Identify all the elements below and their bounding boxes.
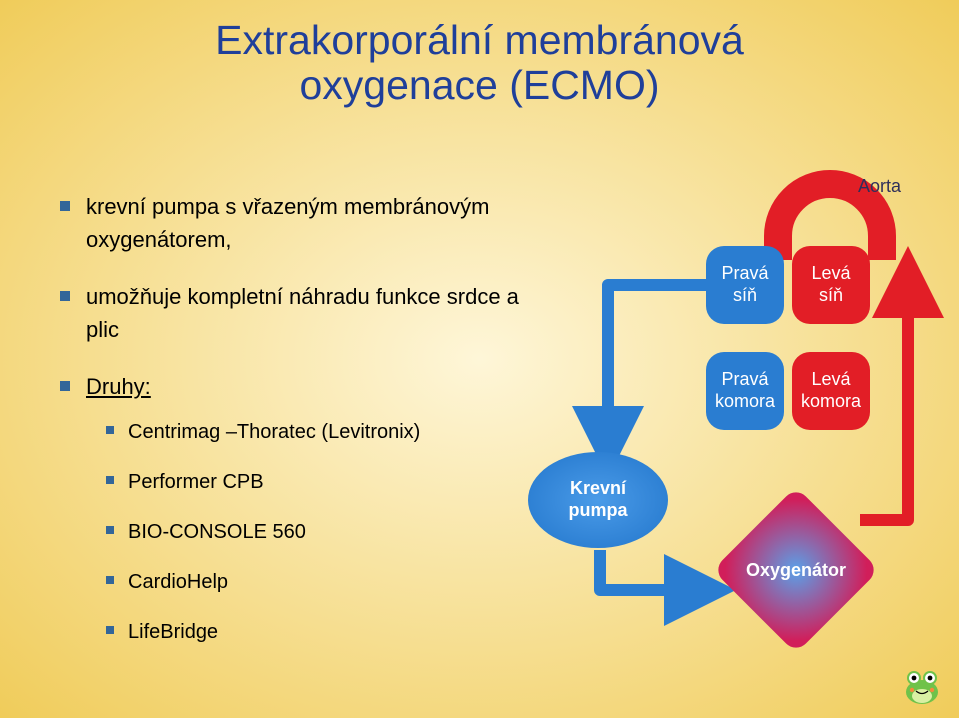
bullet-marker	[60, 291, 70, 301]
bullet-text: krevní pumpa s vřazeným membránovým oxyg…	[86, 190, 540, 256]
blood-pump: Krevní pumpa	[528, 452, 668, 548]
bullet-text: umožňuje kompletní náhradu funkce srdce …	[86, 280, 540, 346]
sub-bullet-5: LifeBridge	[106, 617, 540, 647]
bullet-text: CardioHelp	[128, 567, 228, 597]
label: komora	[715, 391, 775, 411]
ecmo-diagram: Aorta Pravá síň Levá síň Pravá komora Le…	[520, 170, 940, 690]
frog-icon	[899, 666, 945, 706]
bullet-marker	[60, 201, 70, 211]
bullet-marker	[106, 476, 114, 484]
sub-bullet-list: Centrimag –Thoratec (Levitronix) Perform…	[106, 417, 540, 647]
bullet-marker	[106, 626, 114, 634]
title-line-2: oxygenace (ECMO)	[299, 62, 659, 108]
box-leva-komora: Levá komora	[792, 352, 870, 430]
bullet-marker	[106, 526, 114, 534]
sub-bullet-2: Performer CPB	[106, 467, 540, 497]
box-prava-sin: Pravá síň	[706, 246, 784, 324]
slide: Extrakorporální membránová oxygenace (EC…	[0, 0, 959, 718]
label: pumpa	[568, 500, 627, 520]
label: Levá	[811, 369, 850, 389]
arrow-blue-to-oxy	[600, 550, 712, 590]
label: Krevní	[570, 478, 626, 498]
bullet-text: BIO-CONSOLE 560	[128, 517, 306, 547]
oxygenator: Oxygenátor	[737, 511, 855, 629]
bullet-marker	[60, 381, 70, 391]
slide-title: Extrakorporální membránová oxygenace (EC…	[0, 18, 959, 108]
bullet-marker	[106, 426, 114, 434]
sub-bullet-4: CardioHelp	[106, 567, 540, 597]
label: Levá	[811, 263, 850, 283]
sub-bullet-1: Centrimag –Thoratec (Levitronix)	[106, 417, 540, 447]
bullet-3: Druhy:	[60, 370, 540, 403]
title-line-1: Extrakorporální membránová	[215, 17, 744, 63]
label: síň	[733, 285, 757, 305]
bullet-2: umožňuje kompletní náhradu funkce srdce …	[60, 280, 540, 346]
label: Pravá	[721, 369, 768, 389]
arrow-blue-to-pump	[608, 285, 706, 454]
box-leva-sin: Levá síň	[792, 246, 870, 324]
label: síň	[819, 285, 843, 305]
label: komora	[801, 391, 861, 411]
label: Pravá	[721, 263, 768, 283]
bullet-text: Druhy:	[86, 370, 151, 403]
box-prava-komora: Pravá komora	[706, 352, 784, 430]
bullet-text: Performer CPB	[128, 467, 264, 497]
bullet-marker	[106, 576, 114, 584]
sub-bullet-3: BIO-CONSOLE 560	[106, 517, 540, 547]
bullet-text: LifeBridge	[128, 617, 218, 647]
aorta-label: Aorta	[858, 176, 901, 197]
bullet-list: krevní pumpa s vřazeným membránovým oxyg…	[60, 190, 540, 667]
oxygenator-label: Oxygenátor	[746, 560, 846, 581]
bullet-text: Centrimag –Thoratec (Levitronix)	[128, 417, 420, 447]
bullet-1: krevní pumpa s vřazeným membránovým oxyg…	[60, 190, 540, 256]
